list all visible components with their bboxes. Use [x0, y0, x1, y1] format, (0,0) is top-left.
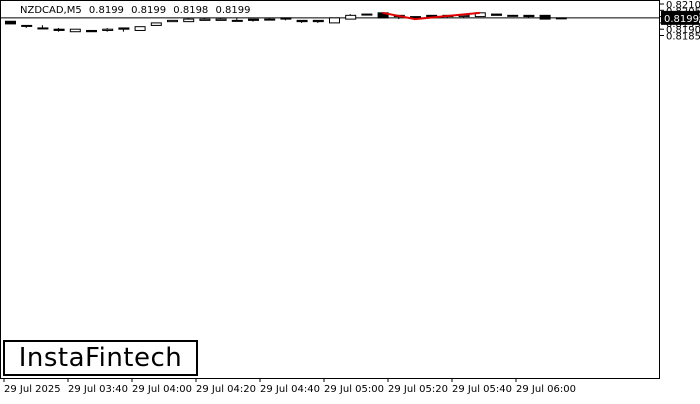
candle — [264, 17, 276, 21]
candle — [312, 19, 324, 23]
x-tick-label: 29 Jul 06:00 — [516, 384, 576, 395]
pattern-line — [382, 11, 480, 21]
candle — [507, 14, 519, 17]
candle — [183, 17, 195, 23]
candle-body-bear — [53, 28, 65, 31]
candle — [215, 17, 227, 21]
candle-body-bear — [21, 24, 33, 27]
candle — [523, 14, 535, 18]
ohlc-open: 0.8199 — [88, 5, 124, 16]
candle-body-bull — [329, 17, 340, 24]
symbol-header: NZDCAD,M5 0.8199 0.8199 0.8198 0.8199 — [20, 5, 254, 16]
candle-body-bear — [312, 19, 324, 23]
y-tick-label: 0.8210 — [666, 0, 700, 11]
candle — [102, 27, 114, 32]
brand-logo-text: InstaFintech — [18, 343, 183, 373]
candle-body-bear — [539, 14, 551, 20]
candle-body-bull — [37, 27, 49, 30]
candle-body-bull — [555, 17, 567, 20]
x-tick-label: 29 Jul 2025 — [4, 384, 61, 395]
candle — [5, 20, 16, 25]
ohlc-low: 0.8198 — [173, 5, 209, 16]
candle — [118, 27, 130, 32]
candle-body-bull — [215, 18, 227, 21]
candle-body-bull — [69, 28, 81, 33]
candle-body-bull — [264, 18, 276, 21]
candle — [150, 22, 162, 26]
candle-body-bull — [361, 13, 373, 16]
ohlc-high: 0.8199 — [131, 5, 167, 16]
pattern-layer — [382, 11, 480, 21]
candle — [280, 17, 292, 21]
candle — [539, 14, 551, 20]
candle-body-bull — [231, 19, 243, 22]
x-tick-label: 29 Jul 05:00 — [324, 384, 384, 395]
candle-body-bear — [523, 14, 535, 18]
candle — [21, 24, 33, 28]
y-tick-label: 0.8190 — [666, 25, 700, 36]
candle — [86, 29, 97, 33]
candle-body-bear — [5, 20, 16, 25]
candle-body-bull — [167, 19, 178, 23]
symbol-label: NZDCAD,M5 — [20, 5, 82, 16]
candle-body-bull — [410, 16, 421, 19]
candle — [491, 13, 502, 16]
candle-body-bull — [345, 14, 357, 20]
candle-body-bear — [491, 13, 502, 16]
candle — [345, 14, 357, 20]
candle — [134, 26, 146, 31]
candle-body-bull — [199, 18, 211, 21]
candle — [555, 17, 567, 20]
candle-body-bull — [183, 18, 195, 23]
x-tick-label: 29 Jul 05:40 — [452, 384, 512, 395]
candle-body-bull — [150, 22, 162, 26]
y-tick-label: 0.8185 — [666, 32, 700, 43]
candle — [69, 28, 81, 33]
x-tick-label: 29 Jul 05:20 — [388, 384, 448, 395]
candle-body-bear — [86, 29, 97, 33]
x-tick-label: 29 Jul 04:00 — [132, 384, 192, 395]
candle-body-bull — [134, 26, 146, 31]
candle-body-bear — [118, 27, 130, 30]
candle-body-bull — [474, 12, 486, 18]
candle — [329, 17, 340, 24]
current-price-box — [661, 10, 699, 25]
x-tick-label: 29 Jul 04:20 — [196, 384, 256, 395]
candle — [231, 17, 243, 22]
x-tick-label: 29 Jul 04:40 — [260, 384, 320, 395]
candle — [296, 19, 308, 23]
candle — [53, 27, 65, 32]
candle-body-bull — [507, 14, 519, 17]
candle — [167, 19, 178, 23]
brand-logo: InstaFintech — [3, 340, 198, 376]
ohlc-close: 0.8199 — [215, 5, 251, 16]
plot-frame — [0, 0, 660, 379]
candle — [199, 17, 211, 21]
candle-body-bull — [102, 28, 114, 31]
candle-body-bear — [248, 18, 259, 21]
candle — [37, 25, 49, 30]
candle — [361, 13, 373, 16]
x-tick-label: 29 Jul 03:40 — [68, 384, 128, 395]
candle-body-bear — [296, 19, 308, 23]
candle-body-bear — [280, 17, 292, 20]
current-price-label: 0.8199 — [664, 14, 699, 25]
candle — [248, 18, 259, 22]
